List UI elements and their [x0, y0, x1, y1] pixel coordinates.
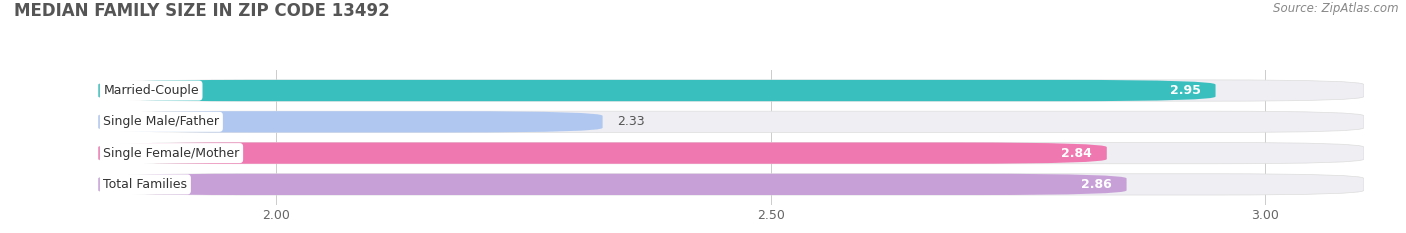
FancyBboxPatch shape: [98, 142, 1107, 164]
FancyBboxPatch shape: [98, 111, 1364, 133]
FancyBboxPatch shape: [98, 80, 1216, 101]
Text: Married-Couple: Married-Couple: [104, 84, 200, 97]
Text: 2.33: 2.33: [617, 115, 645, 128]
Text: Single Female/Mother: Single Female/Mother: [104, 147, 239, 160]
Text: Source: ZipAtlas.com: Source: ZipAtlas.com: [1274, 2, 1399, 15]
FancyBboxPatch shape: [98, 142, 1364, 164]
FancyBboxPatch shape: [98, 80, 1364, 101]
FancyBboxPatch shape: [98, 174, 1364, 195]
FancyBboxPatch shape: [98, 174, 1126, 195]
Text: Single Male/Father: Single Male/Father: [104, 115, 219, 128]
FancyBboxPatch shape: [98, 111, 603, 133]
Text: 2.95: 2.95: [1170, 84, 1201, 97]
Text: 2.86: 2.86: [1081, 178, 1112, 191]
Text: MEDIAN FAMILY SIZE IN ZIP CODE 13492: MEDIAN FAMILY SIZE IN ZIP CODE 13492: [14, 2, 389, 20]
Text: Total Families: Total Families: [104, 178, 187, 191]
Text: 2.84: 2.84: [1062, 147, 1092, 160]
